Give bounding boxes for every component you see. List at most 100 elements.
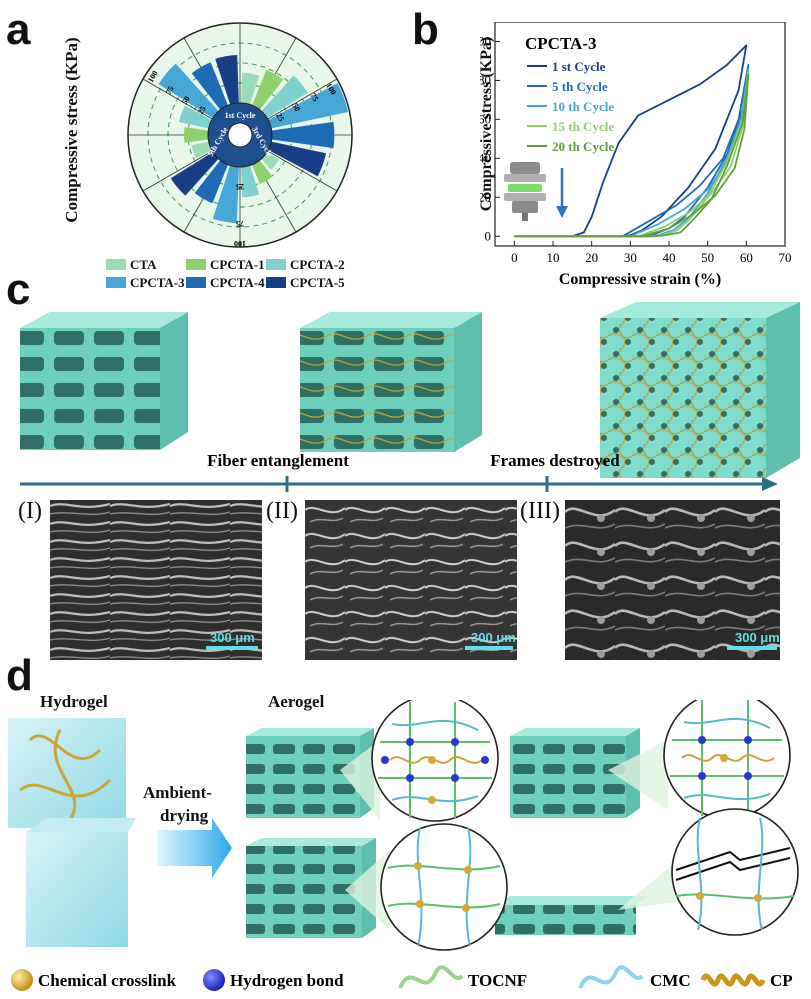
series-line-1 [514, 44, 748, 238]
legend-swatch-cpcta-3 [106, 277, 126, 288]
aerogel-label: Aerogel [268, 692, 325, 711]
legend-label-cpcta-5: CPCTA-5 [290, 275, 345, 290]
zoom-network-cp-hbond-1 [371, 700, 499, 822]
polar-bar-cpcta-4-1 [271, 121, 335, 149]
cp-icon [700, 973, 766, 987]
mechanism-illustrations [8, 700, 799, 951]
line-plot-frame [494, 22, 786, 247]
tick-50-left: 50 [180, 95, 192, 106]
tick-75-bottom: 75 [236, 219, 244, 228]
intact-aerogel-cube [20, 312, 188, 450]
scale-bar-1 [206, 646, 258, 650]
y-tick-20: 20 [480, 189, 491, 204]
press-arrow-icon [556, 168, 568, 218]
line-chart-title: CPCTA-3 [525, 34, 596, 53]
entangled-aerogel-cube [300, 312, 482, 452]
polar-bar-cpcta-4-2 [194, 160, 229, 204]
y-tick-0: 0 [485, 228, 492, 243]
y-tick-40: 40 [480, 150, 491, 165]
series-line-4 [514, 71, 750, 238]
polar-bar-cta-3 [191, 141, 212, 159]
polar-bar-cta-1 [241, 72, 260, 105]
tick-75-left: 75 [164, 85, 176, 96]
tick-75-right: 75 [308, 92, 320, 103]
scale-bar-3 [727, 646, 777, 650]
legend-2: 5 th Cycle [552, 79, 608, 94]
tick-25-left: 25 [196, 105, 208, 116]
center-label-1st: 1st Cycle [225, 111, 256, 120]
legend-swatch-cpcta-5 [266, 277, 286, 288]
cmc-icon [578, 965, 644, 989]
ambient-drying-line2: drying [160, 806, 209, 825]
zoom-network-broken [671, 808, 799, 936]
hydrogen-bond-icon [203, 969, 225, 991]
polar-bar-cta-2 [261, 151, 280, 170]
x-tick-0: 0 [511, 250, 517, 265]
tick-50-right: 50 [290, 102, 302, 113]
panel-b-xlabel: Compressive strain (%) [559, 271, 721, 288]
polar-bar-cpcta-3-1 [268, 83, 348, 129]
legend-3: 10 th Cycle [552, 99, 614, 114]
line-chart: CPCTA-3 0 10 20 30 40 50 60 70 0 20 40 60 80 100 1 st… [480, 22, 792, 288]
label-frames-destroyed: Frames destroyed [490, 451, 620, 470]
legend-cmc: CMC [650, 971, 691, 990]
legend-label-cpcta-2: CPCTA-2 [290, 257, 345, 272]
x-tick-40: 40 [663, 250, 676, 265]
polar-bar-cpcta-1-2 [251, 160, 273, 184]
ambient-drying-line1: Ambient- [143, 783, 212, 802]
polar-center [227, 122, 253, 148]
panel-d-legend: Chemical crosslink Hydrogen bond TOCNF C… [11, 965, 793, 991]
process-arrowhead [762, 477, 778, 491]
polar-bar-cpcta-4-3 [191, 62, 229, 110]
series-line-5 [514, 73, 750, 238]
legend-swatch-cpcta-1 [186, 259, 206, 270]
scale-label-2: 300 μm [471, 630, 516, 645]
sem-image-2: 300 μm [305, 500, 517, 660]
zoom-network-plain [380, 823, 508, 951]
legend-swatch-cta [106, 259, 126, 270]
polar-bar-cpcta-3-3 [158, 63, 219, 119]
y-tick-60: 60 [480, 111, 491, 126]
legend-hydrogen-bond: Hydrogen bond [230, 971, 344, 990]
hydrogel-with-cp [8, 718, 126, 828]
legend-5: 20 th Cycle [552, 139, 614, 154]
legend-tocnf: TOCNF [468, 971, 527, 990]
x-tick-10: 10 [547, 250, 560, 265]
aerogel-collapsed [495, 896, 648, 935]
legend-swatch-cpcta-4 [186, 277, 206, 288]
label-fiber-entanglement: Fiber entanglement [207, 451, 349, 470]
y-tick-80: 80 [480, 72, 491, 87]
panel-c-letter: c [6, 265, 31, 314]
tocnf-icon [398, 965, 464, 989]
sem-image-1: 300 μm [50, 500, 262, 660]
destroyed-aerogel-cube [600, 302, 800, 478]
legend-label-cpcta-3: CPCTA-3 [130, 275, 185, 290]
hydrogel-label: Hydrogel [40, 692, 108, 711]
sem-image-3: 300 μm [565, 500, 780, 660]
legend-4: 15 th Cycle [552, 119, 614, 134]
panel-d-letter: d [6, 651, 33, 700]
x-tick-70: 70 [779, 250, 792, 265]
x-tick-30: 30 [624, 250, 637, 265]
aerogel-plain [246, 838, 376, 938]
polar-bar-cpcta-2-3 [178, 105, 212, 129]
y-tick-100: 100 [480, 33, 491, 48]
polar-bar-cpcta-5-2 [170, 151, 219, 196]
tick-25-bottom: 25 [236, 182, 244, 191]
legend-label-cta: CTA [130, 257, 157, 272]
aerogel-with-cp-2 [510, 728, 640, 818]
x-tick-50: 50 [701, 250, 714, 265]
polar-bar-cpcta-3-2 [212, 165, 239, 223]
panel-a-letter: a [6, 5, 31, 54]
tick-25-right: 25 [274, 112, 286, 123]
structure-illustrations: Fiber entanglement Frames destroyed [20, 302, 800, 492]
sem-label-3: (III) [520, 498, 560, 524]
compression-device-icon [504, 162, 546, 221]
scale-label-3: 300 μm [735, 630, 780, 645]
sem-label-1: (I) [18, 498, 42, 524]
legend-swatch-cpcta-2 [266, 259, 286, 270]
scale-bar-2 [465, 646, 513, 650]
x-tick-60: 60 [740, 250, 753, 265]
polar-bar-cpcta-5-1 [268, 141, 327, 177]
panel-a-ylabel: Compressive stress (KPa) [62, 37, 81, 223]
